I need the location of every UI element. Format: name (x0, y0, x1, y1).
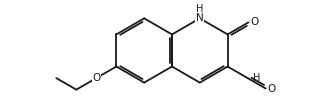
Text: H: H (253, 73, 260, 83)
Text: N: N (196, 13, 204, 23)
Text: O: O (92, 73, 100, 83)
Text: O: O (268, 83, 276, 94)
Text: H: H (196, 4, 204, 14)
Text: O: O (251, 17, 259, 27)
